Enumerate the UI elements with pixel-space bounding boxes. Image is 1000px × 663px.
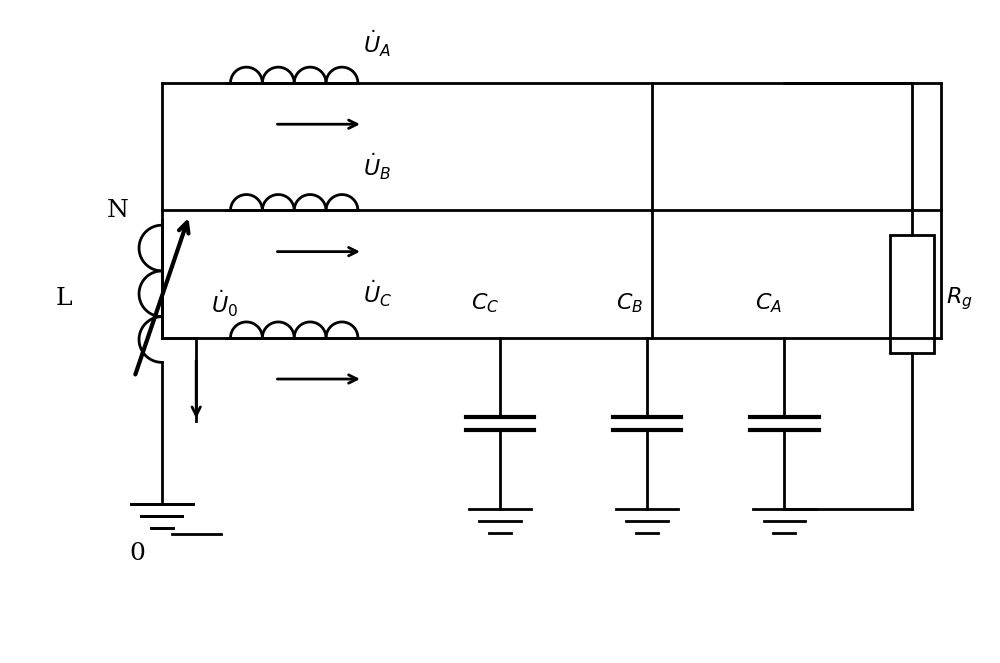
Bar: [890, 235, 934, 353]
Text: $R_g$: $R_g$: [946, 285, 973, 312]
Text: $C_A$: $C_A$: [755, 292, 782, 316]
Text: $\dot{U}_A$: $\dot{U}_A$: [363, 29, 391, 59]
Text: $\dot{U}_C$: $\dot{U}_C$: [363, 278, 392, 309]
Text: $\dot{U}_0$: $\dot{U}_0$: [211, 288, 238, 319]
Text: N: N: [107, 199, 129, 222]
Text: $C_C$: $C_C$: [471, 292, 499, 316]
Text: L: L: [56, 287, 72, 310]
Text: 0: 0: [129, 542, 145, 565]
Text: $\dot{U}_B$: $\dot{U}_B$: [363, 151, 391, 182]
Text: $C_B$: $C_B$: [616, 292, 643, 316]
